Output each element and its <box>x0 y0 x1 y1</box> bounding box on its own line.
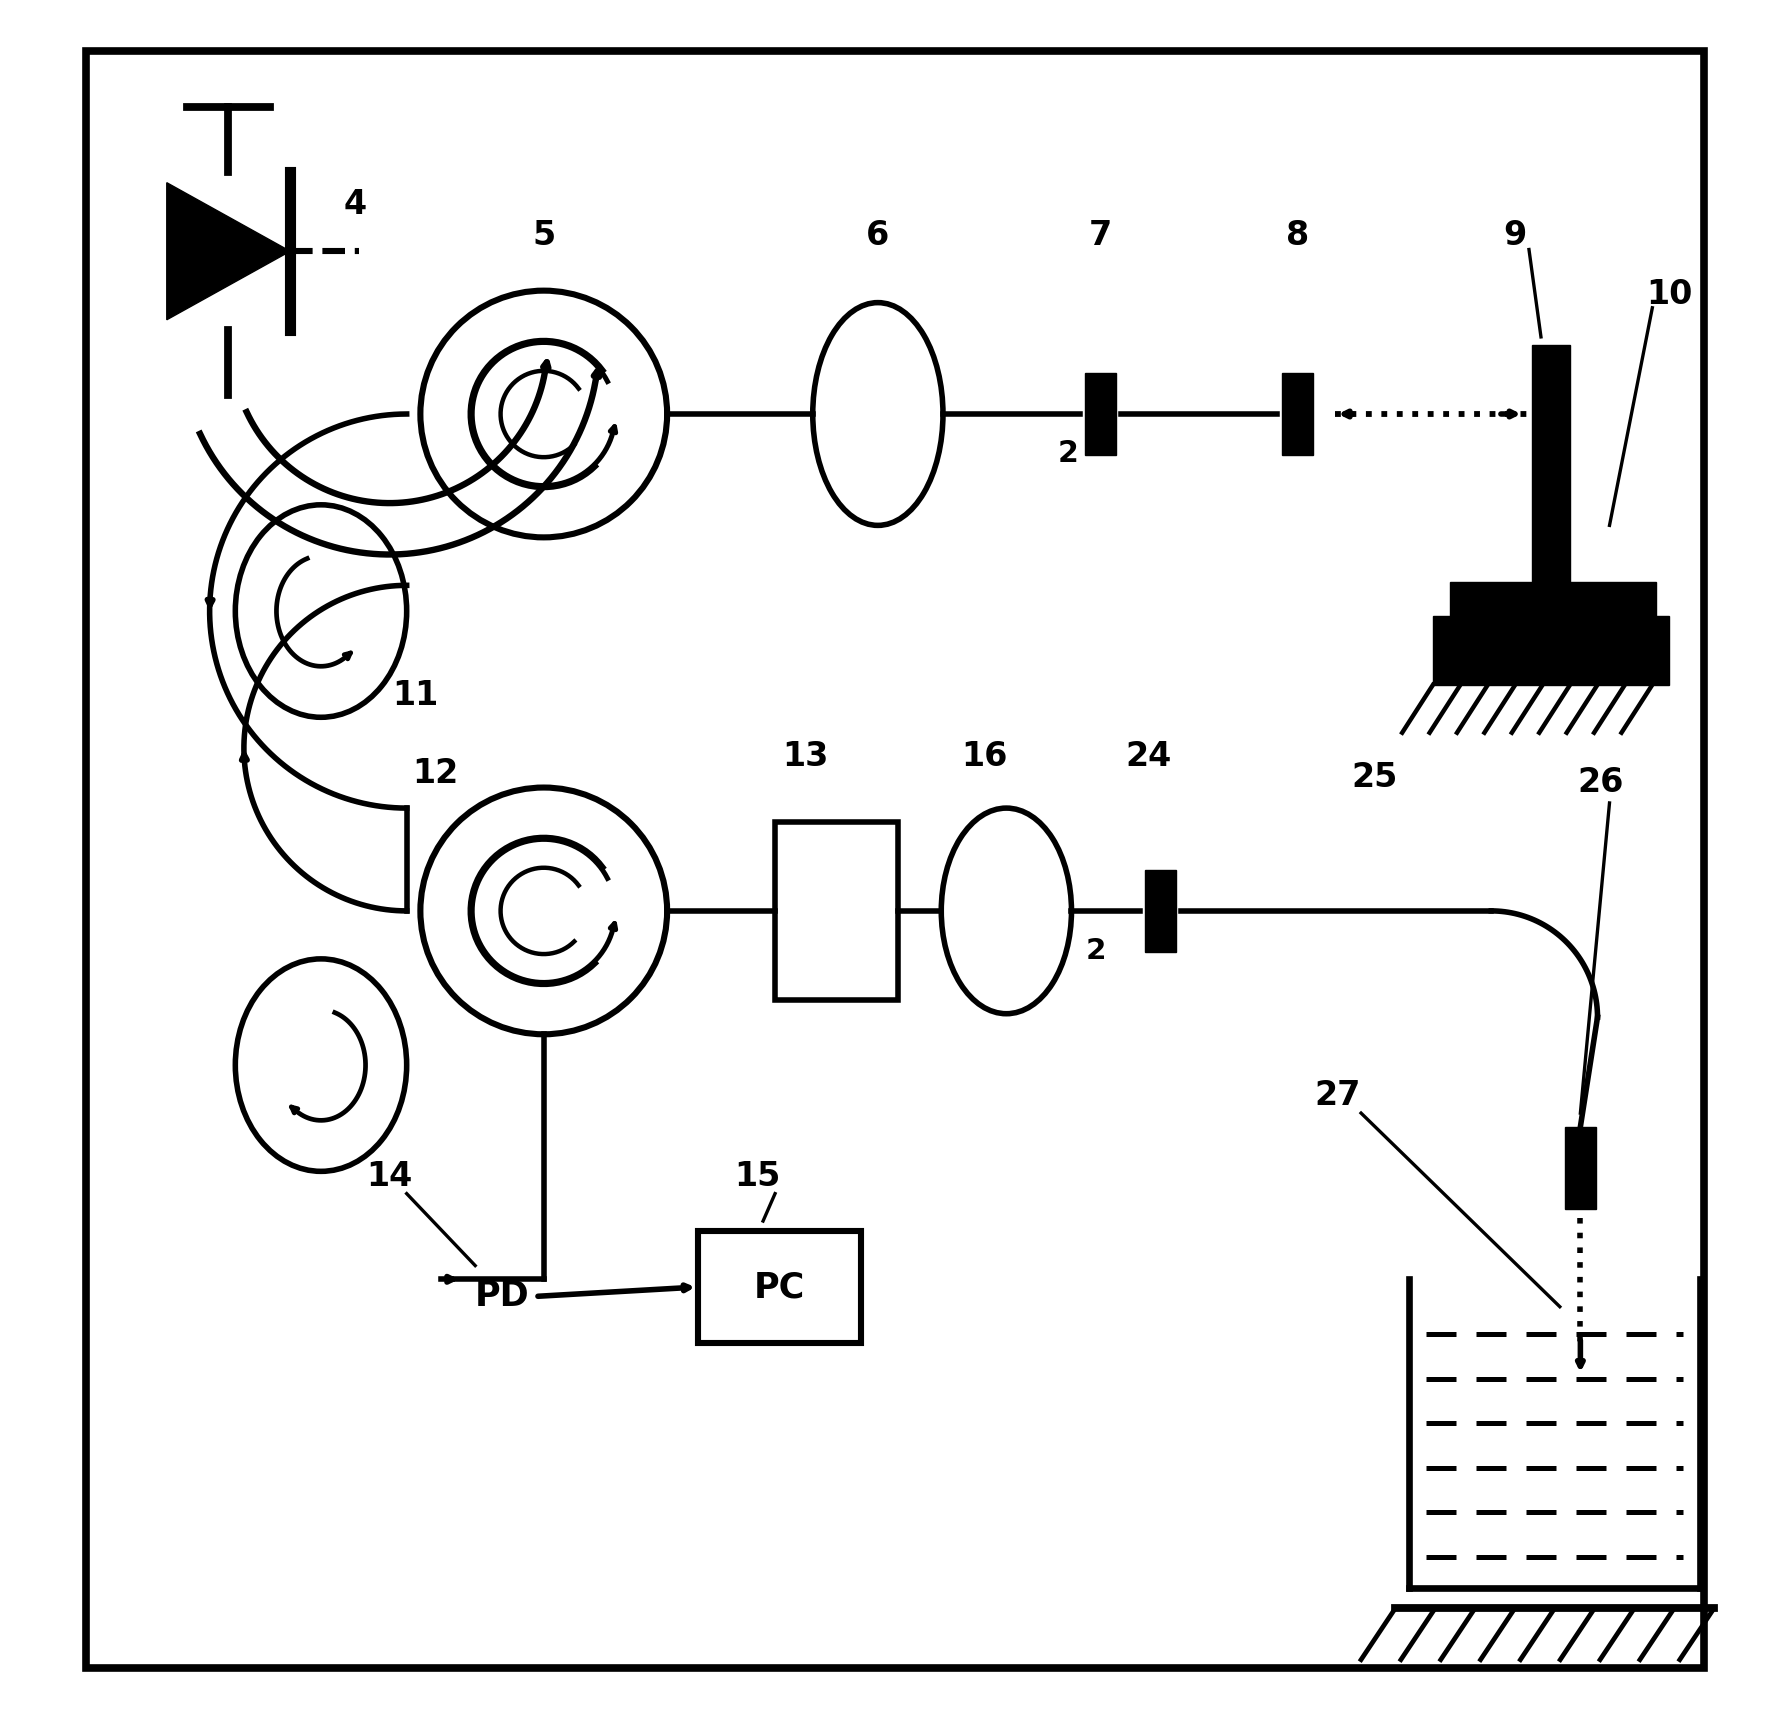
Text: 11: 11 <box>392 679 438 712</box>
Text: 10: 10 <box>1646 277 1692 311</box>
Bar <box>1433 615 1669 684</box>
Text: 5: 5 <box>531 220 555 253</box>
Text: 14: 14 <box>367 1160 413 1193</box>
Bar <box>698 1231 861 1343</box>
Text: 7: 7 <box>1088 220 1111 253</box>
Bar <box>1084 373 1115 456</box>
Text: 13: 13 <box>782 741 828 774</box>
Text: 12: 12 <box>413 758 458 791</box>
Text: PC: PC <box>753 1270 805 1305</box>
Text: 27: 27 <box>1313 1080 1360 1112</box>
Text: 9: 9 <box>1503 220 1526 253</box>
Bar <box>775 822 898 1000</box>
Text: 15: 15 <box>733 1160 780 1193</box>
Text: 2: 2 <box>1084 937 1106 964</box>
Text: 25: 25 <box>1351 762 1397 794</box>
Text: 24: 24 <box>1125 741 1172 774</box>
Bar <box>1145 870 1175 952</box>
Bar <box>1531 346 1569 586</box>
Text: 8: 8 <box>1285 220 1308 253</box>
Bar <box>1281 373 1313 456</box>
Text: PD: PD <box>474 1279 530 1313</box>
Bar <box>1564 1126 1596 1208</box>
Text: 6: 6 <box>866 220 889 253</box>
Text: 4: 4 <box>343 189 367 222</box>
Polygon shape <box>166 182 290 320</box>
Bar <box>1449 583 1655 619</box>
Text: 26: 26 <box>1576 767 1623 799</box>
Text: 16: 16 <box>961 741 1007 774</box>
Text: 2: 2 <box>1057 438 1079 468</box>
